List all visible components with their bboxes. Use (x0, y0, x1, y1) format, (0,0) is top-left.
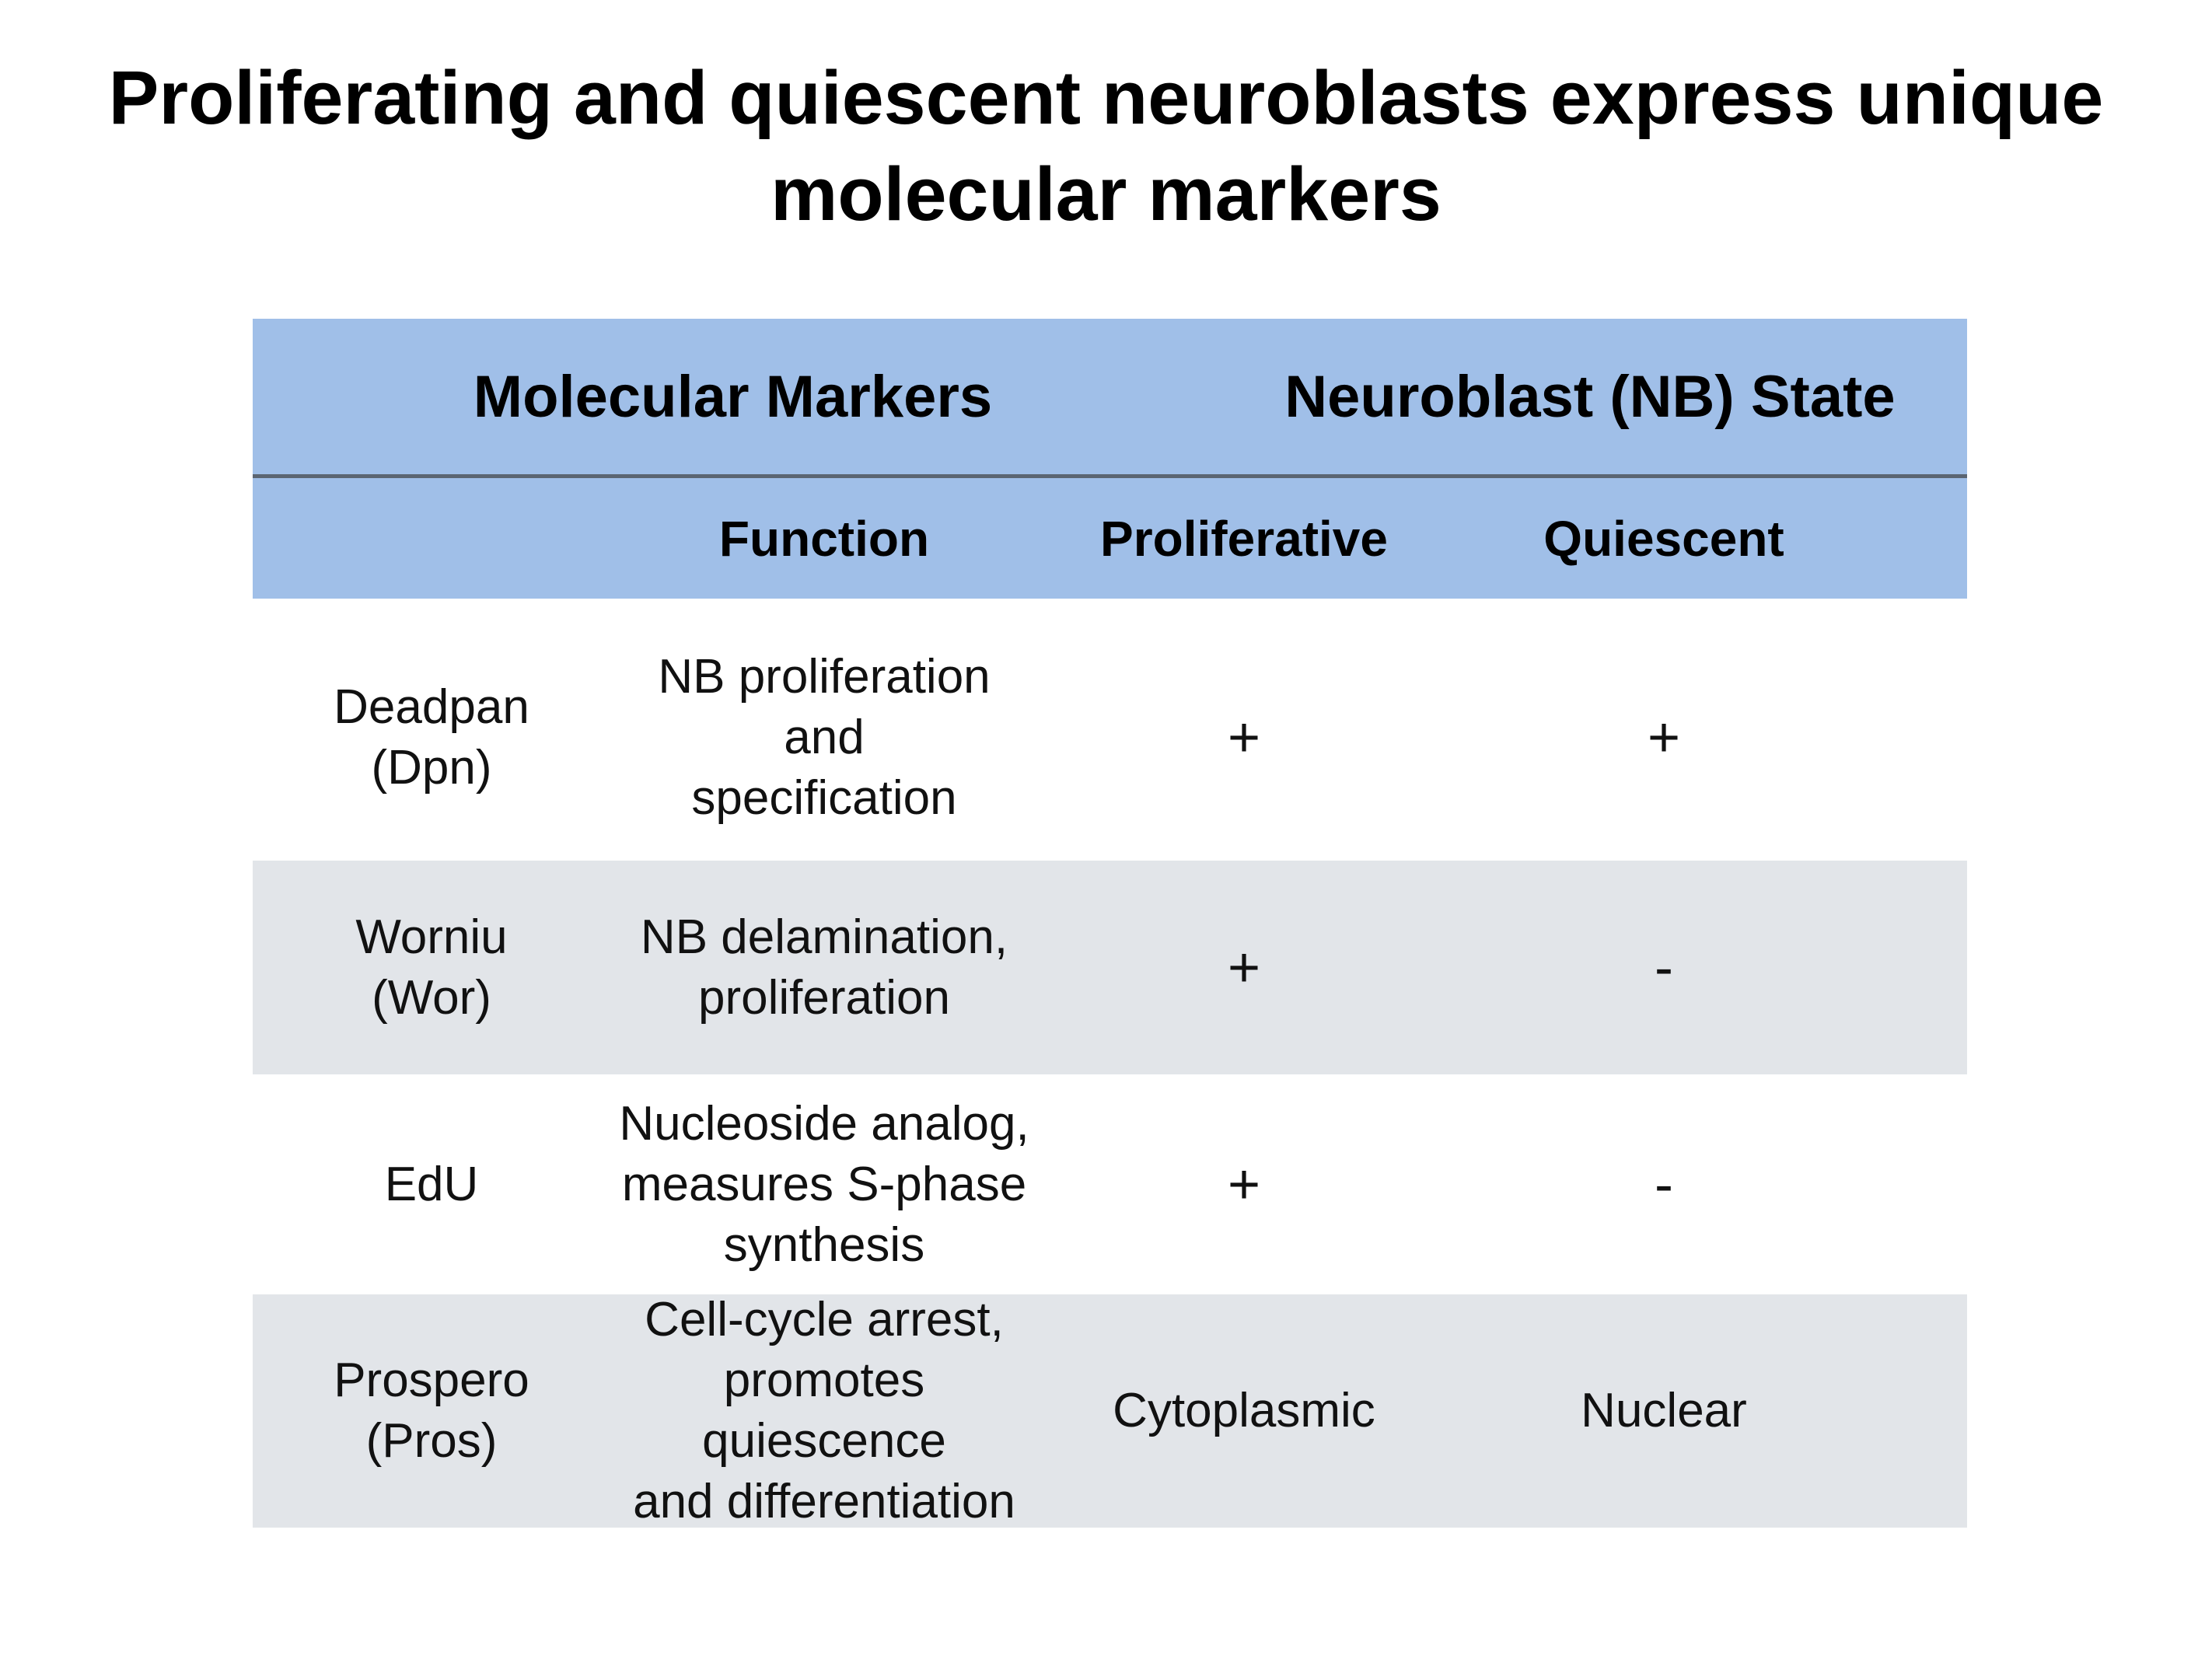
slide-title: Proliferating and quiescent neuroblasts … (108, 55, 2104, 236)
table-row-edu: EdU Nucleoside analog, measures S-phase … (253, 1074, 1967, 1294)
cell-marker: Deadpan (Dpn) (334, 679, 529, 795)
cell-marker: EdU (384, 1157, 479, 1211)
cell-function: Nucleoside analog, measures S-phase synt… (619, 1096, 1029, 1272)
header-function: Function (718, 510, 930, 567)
cell-function: NB delamination, proliferation (640, 910, 1008, 1025)
cell-function: Cell-cycle arrest, promotes quiescence a… (633, 1293, 1015, 1528)
cell-quiescent: - (1655, 936, 1673, 999)
cell-proliferative: + (1227, 936, 1261, 999)
table-header-columns: Function Proliferative Quiescent (253, 478, 1967, 599)
table-row-prospero: Prospero (Pros) Cell-cycle arrest, promo… (253, 1293, 1967, 1528)
header-molecular-markers: Molecular Markers (473, 363, 993, 430)
cell-proliferative: + (1227, 706, 1261, 769)
cell-proliferative: Cytoplasmic (1113, 1384, 1375, 1437)
cell-function: NB proliferation and specification (658, 649, 991, 825)
header-neuroblast-state: Neuroblast (NB) State (1284, 363, 1896, 430)
table-row-worniu: Worniu (Wor) NB delamination, proliferat… (253, 861, 1967, 1074)
cell-quiescent: Nuclear (1581, 1384, 1747, 1437)
cell-marker: Worniu (Wor) (355, 910, 508, 1025)
table-row-deadpan: Deadpan (Dpn) NB proliferation and speci… (253, 599, 1967, 861)
header-quiescent: Quiescent (1543, 510, 1784, 567)
cell-quiescent: + (1647, 706, 1681, 769)
cell-quiescent: - (1655, 1153, 1673, 1216)
table-header-groups: Molecular Markers Neuroblast (NB) State (253, 319, 1967, 478)
cell-proliferative: + (1227, 1153, 1261, 1216)
header-proliferative: Proliferative (1100, 510, 1388, 567)
cell-marker: Prospero (Pros) (334, 1353, 529, 1468)
marker-table: Molecular Markers Neuroblast (NB) State … (253, 319, 1967, 1528)
